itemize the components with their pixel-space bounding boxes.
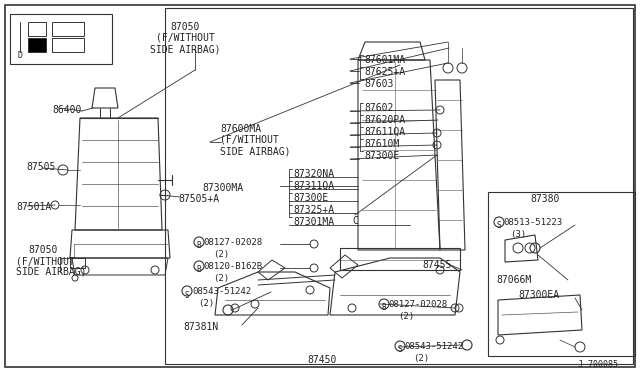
Text: 87620PA: 87620PA: [364, 115, 405, 125]
Text: 87380: 87380: [530, 194, 559, 204]
Text: 87300E: 87300E: [293, 193, 328, 203]
Text: 87325+A: 87325+A: [293, 205, 334, 215]
Text: B: B: [196, 241, 202, 250]
Text: (3): (3): [510, 230, 526, 239]
Text: 87450: 87450: [307, 355, 337, 365]
Text: 87505: 87505: [26, 162, 56, 172]
Text: 87603: 87603: [364, 79, 394, 89]
Text: (F/WITHOUT: (F/WITHOUT: [156, 33, 214, 43]
Text: 87610M: 87610M: [364, 139, 399, 149]
Bar: [488, 192, 635, 356]
Text: SIDE AIRBAG): SIDE AIRBAG): [150, 44, 220, 54]
Text: 87625+A: 87625+A: [364, 67, 405, 77]
Text: J 700085: J 700085: [578, 360, 618, 369]
Text: 87501A: 87501A: [16, 202, 51, 212]
Bar: [165, 8, 633, 364]
Text: (2): (2): [413, 354, 429, 363]
Text: C: C: [352, 216, 358, 226]
Text: 87505+A: 87505+A: [178, 194, 219, 204]
Bar: [28, 22, 46, 36]
Text: S: S: [185, 291, 189, 299]
Text: 86400: 86400: [52, 105, 81, 115]
Bar: [52, 22, 84, 36]
Text: SIDE AIRBAG): SIDE AIRBAG): [220, 146, 291, 156]
Text: (2): (2): [213, 250, 229, 259]
Text: 87320NA: 87320NA: [293, 169, 334, 179]
Text: B: B: [196, 266, 202, 275]
Text: 87301MA: 87301MA: [293, 217, 334, 227]
Text: 87050: 87050: [28, 245, 58, 255]
Text: 87300E: 87300E: [364, 151, 399, 161]
Text: S: S: [397, 346, 403, 355]
Text: 87602: 87602: [364, 103, 394, 113]
Text: (2): (2): [213, 274, 229, 283]
Text: (2): (2): [398, 312, 414, 321]
Text: 87455: 87455: [422, 260, 451, 270]
Text: 87601MA: 87601MA: [364, 55, 405, 65]
Bar: [28, 38, 46, 52]
Text: 87611QA: 87611QA: [364, 127, 405, 137]
Text: 87381N: 87381N: [183, 322, 218, 332]
Text: 08513-51223: 08513-51223: [503, 218, 562, 227]
Text: B: B: [381, 304, 387, 312]
Text: (2): (2): [198, 299, 214, 308]
Text: S: S: [497, 221, 501, 231]
Text: (F/WITHOUT: (F/WITHOUT: [16, 256, 75, 266]
Bar: [10, 14, 112, 64]
Text: 08120-B162B: 08120-B162B: [203, 262, 262, 271]
Text: 08127-02028: 08127-02028: [388, 300, 447, 309]
Text: D: D: [17, 51, 22, 60]
Text: 87300MA: 87300MA: [202, 183, 243, 193]
Text: 87600MA: 87600MA: [220, 124, 261, 134]
Text: 08543-51242: 08543-51242: [192, 287, 251, 296]
Bar: [52, 38, 84, 52]
Text: SIDE AIRBAG): SIDE AIRBAG): [16, 267, 86, 277]
Text: 87050: 87050: [170, 22, 200, 32]
Text: 87311QA: 87311QA: [293, 181, 334, 191]
Text: 87300EA: 87300EA: [518, 290, 559, 300]
Text: 08543-51242: 08543-51242: [404, 342, 463, 351]
Text: 87066M: 87066M: [496, 275, 531, 285]
Text: 08127-02028: 08127-02028: [203, 238, 262, 247]
Text: (F/WITHOUT: (F/WITHOUT: [220, 135, 279, 145]
